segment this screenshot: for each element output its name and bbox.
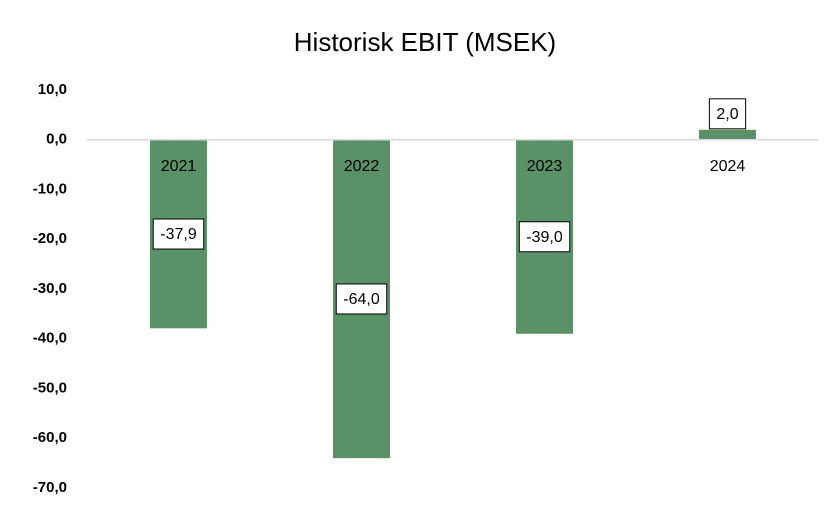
value-label-box [708, 98, 747, 130]
y-tick-label: -50,0 [33, 379, 67, 396]
y-tick-label: 10,0 [38, 81, 67, 98]
x-tick-label: 2024 [710, 158, 746, 175]
value-label-text: 2,0 [716, 106, 738, 123]
y-tick-label: -60,0 [33, 429, 67, 446]
x-tick-label: 2021 [161, 158, 197, 175]
value-label-text: -64,0 [343, 291, 380, 308]
value-label-text: -39,0 [526, 229, 563, 246]
bar [699, 129, 756, 140]
y-tick-label: 0,0 [46, 131, 67, 148]
y-tick-label: -20,0 [33, 230, 67, 247]
x-tick-label: 2023 [527, 158, 563, 175]
x-tick-label: 2022 [344, 158, 380, 175]
value-label-box [518, 221, 571, 253]
y-tick-label: -40,0 [33, 330, 67, 347]
y-tick-label: -10,0 [33, 180, 67, 197]
y-tick-label: -30,0 [33, 280, 67, 297]
value-label-box [152, 218, 205, 250]
value-label-box [335, 283, 388, 315]
y-tick-label: -70,0 [33, 479, 67, 496]
value-label-text: -37,9 [160, 226, 197, 243]
chart-title: Historisk EBIT (MSEK) [294, 27, 556, 57]
